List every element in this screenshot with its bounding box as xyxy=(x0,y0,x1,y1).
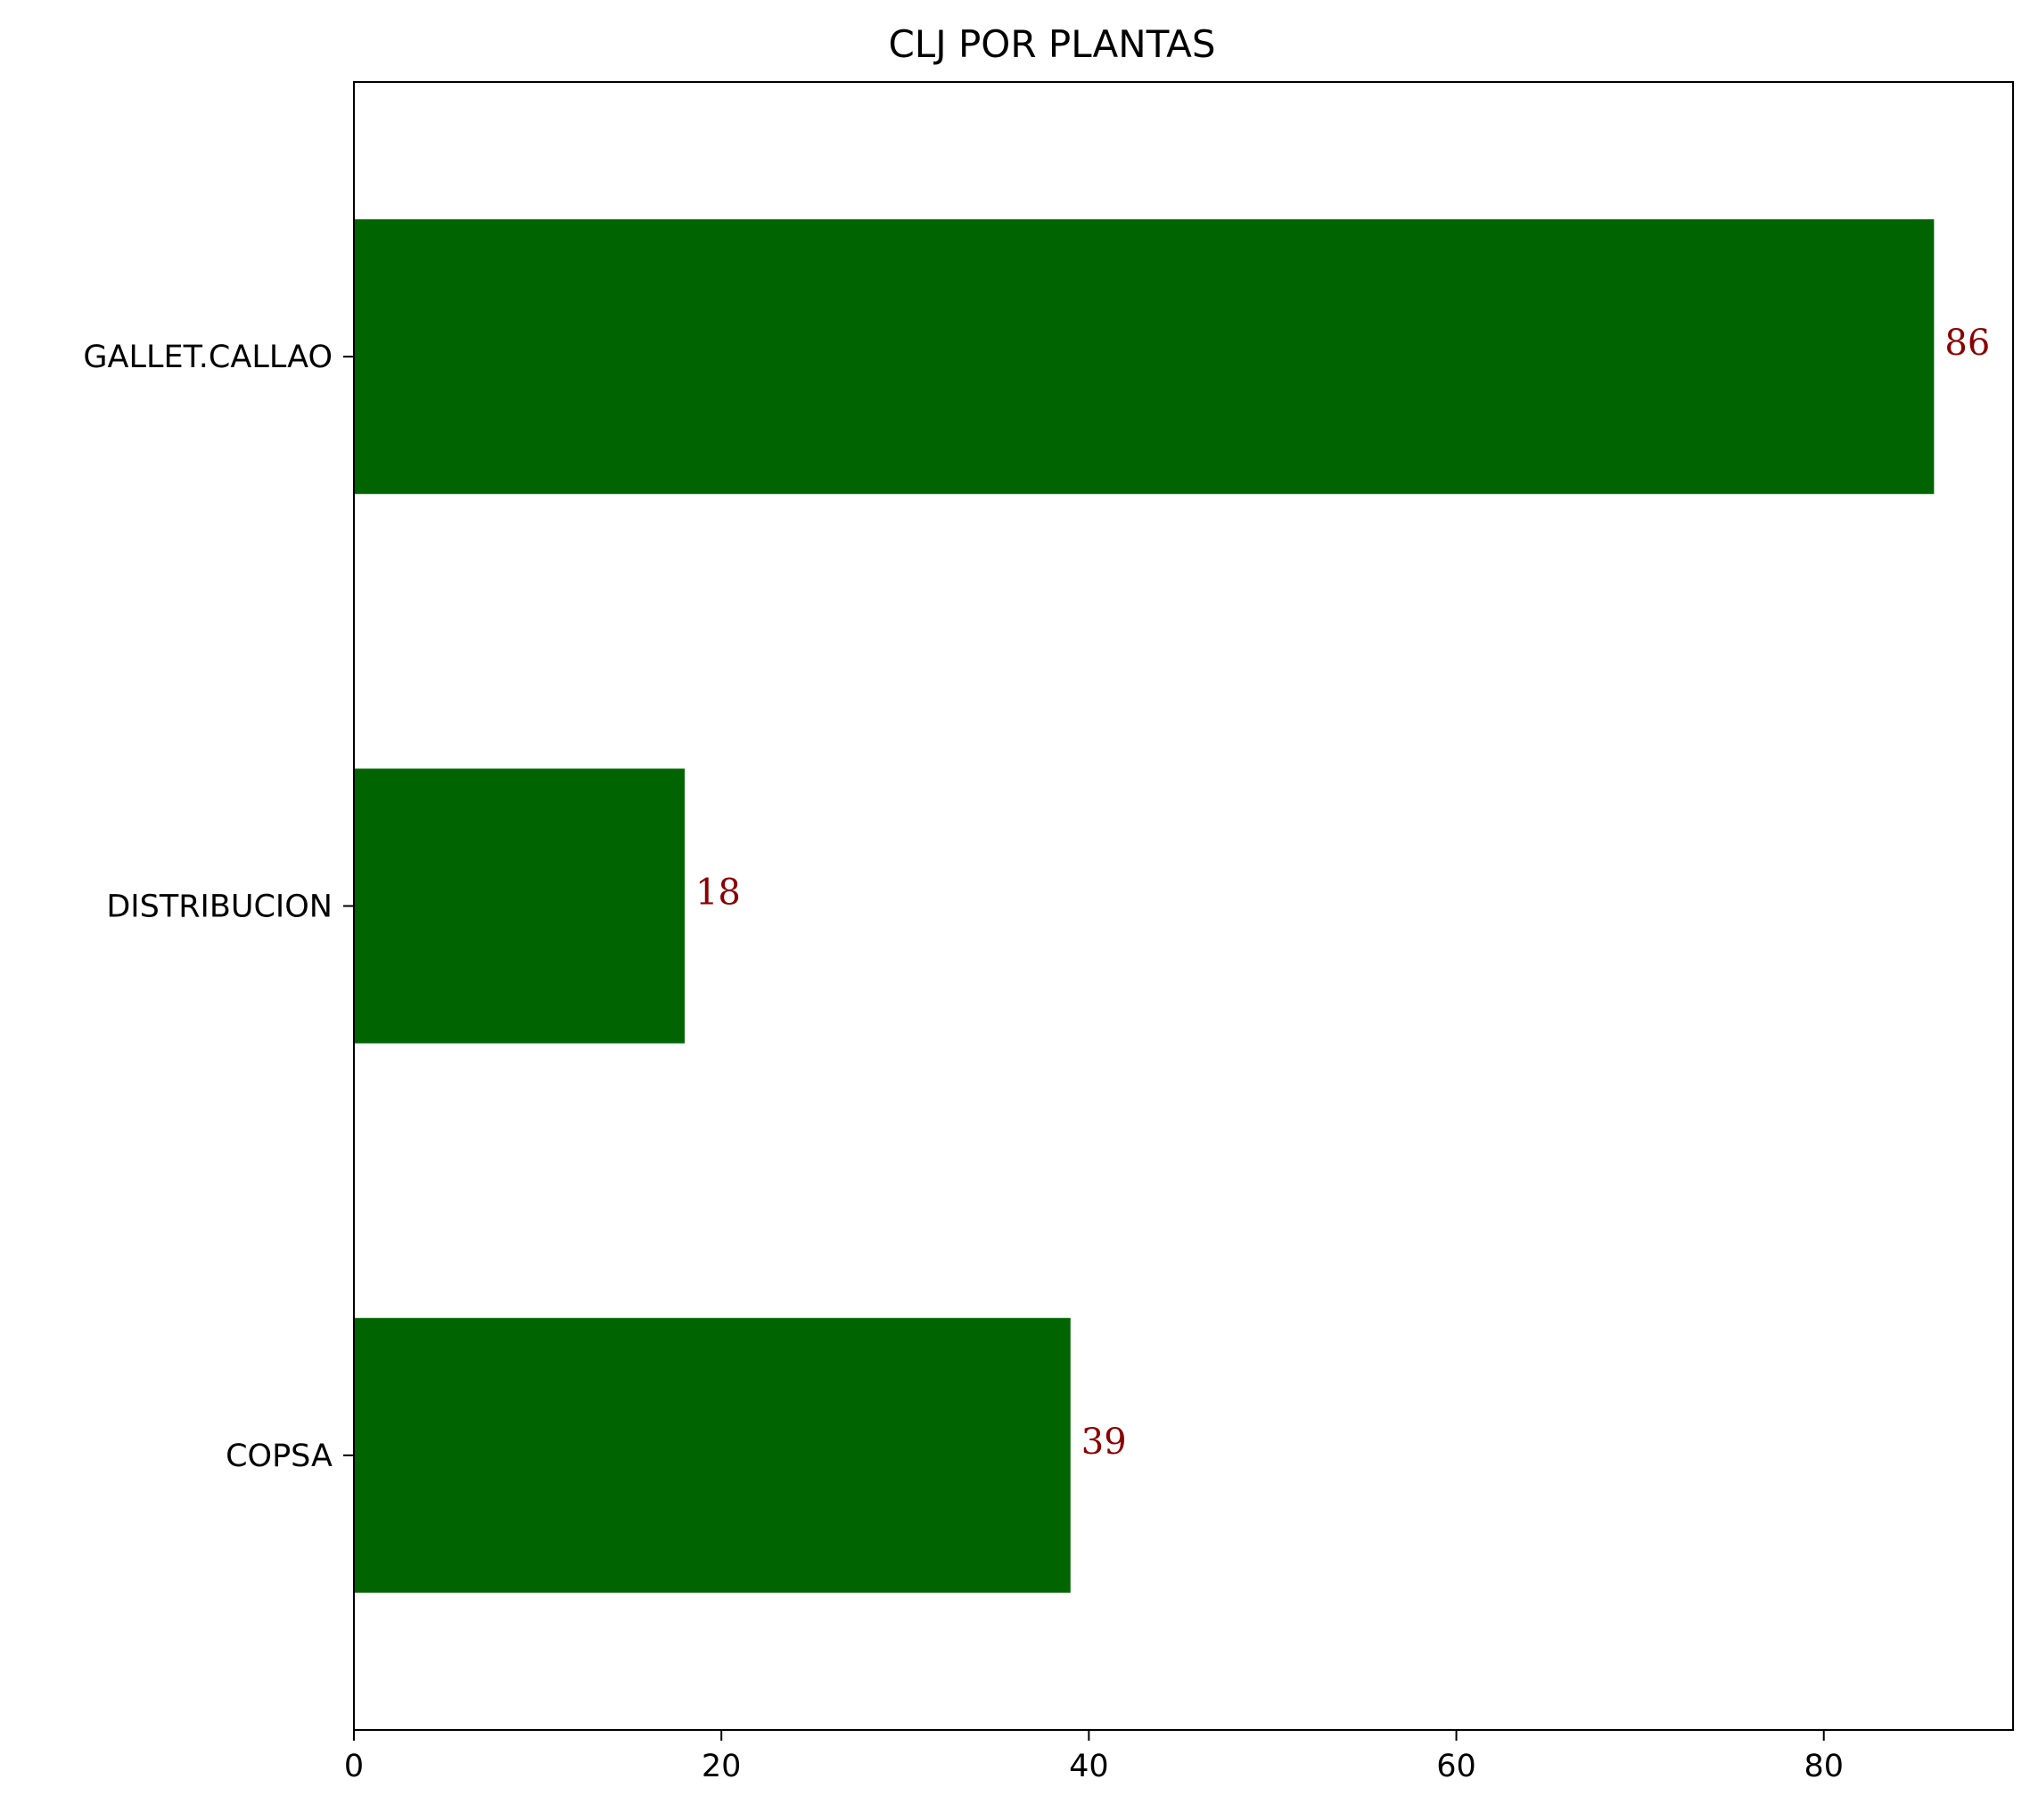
bars-layer xyxy=(354,219,1935,1593)
bar-gallet-callao xyxy=(354,219,1935,495)
x-tick-label: 20 xyxy=(702,1749,742,1784)
bar-value-label: 18 xyxy=(695,873,741,914)
x-tick-label: 40 xyxy=(1069,1749,1109,1784)
x-axis: 0 20 40 60 80 xyxy=(344,1730,1844,1784)
value-labels-layer: 86 18 39 xyxy=(695,323,1990,1463)
bar-copsa xyxy=(354,1317,1071,1593)
chart-title: CLJ POR PLANTAS xyxy=(888,22,1215,66)
x-tick-label: 60 xyxy=(1436,1749,1476,1784)
bar-value-label: 39 xyxy=(1081,1422,1127,1463)
y-tick-label: COPSA xyxy=(226,1439,333,1474)
bar-value-label: 86 xyxy=(1944,323,1990,364)
bar-distribucion xyxy=(354,768,685,1044)
plot-frame xyxy=(353,81,2014,1731)
y-axis: GALLET.CALLAO DISTRIBUCION COPSA xyxy=(83,340,354,1474)
x-tick-label: 0 xyxy=(344,1749,364,1784)
y-tick-label: GALLET.CALLAO xyxy=(83,340,333,375)
y-tick-label: DISTRIBUCION xyxy=(106,890,333,925)
x-tick-label: 80 xyxy=(1804,1749,1844,1784)
